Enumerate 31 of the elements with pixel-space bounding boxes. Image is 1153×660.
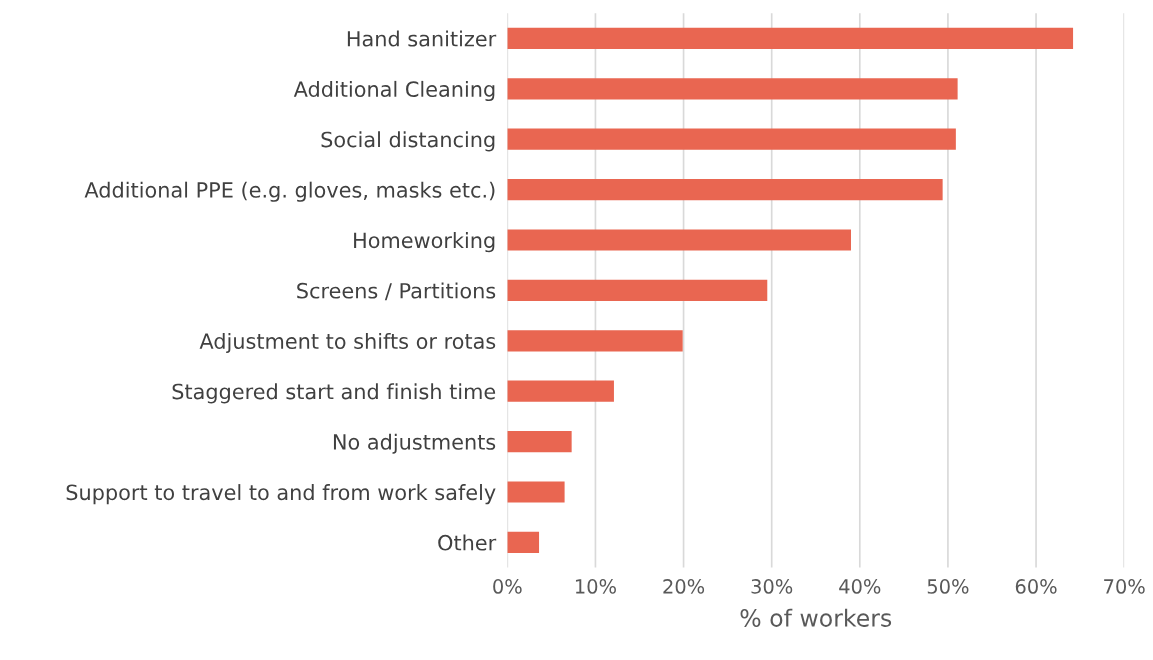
y-tick-label: Adjustment to shifts or rotas <box>199 332 496 354</box>
x-tick-label: 0% <box>493 579 522 594</box>
bar <box>507 279 768 301</box>
x-tick-label: 70% <box>1104 579 1145 594</box>
x-tick-label: 20% <box>663 579 705 594</box>
y-tick-label: Social distancing <box>321 131 495 152</box>
y-tick-label: Additional PPE (e.g. gloves, masks etc.) <box>84 181 495 202</box>
bar <box>507 128 956 150</box>
y-tick-label: Hand sanitizer <box>347 30 497 47</box>
x-tick-label: 60% <box>1015 579 1057 594</box>
y-tick-label: Other <box>438 534 497 551</box>
bar <box>507 481 565 503</box>
bar <box>507 27 1074 49</box>
y-tick-label: Additional Cleaning <box>293 80 495 102</box>
bar <box>507 531 540 553</box>
y-tick-label: Staggered start and finish time <box>172 383 496 404</box>
x-tick-label: 30% <box>751 579 793 594</box>
bar <box>507 380 614 402</box>
bar <box>507 229 851 251</box>
bar <box>507 78 958 100</box>
bar <box>507 431 572 453</box>
x-tick-label: 10% <box>575 579 616 594</box>
bar <box>507 330 683 352</box>
y-tick-label: Homeworking <box>354 232 495 253</box>
y-tick-label: Support to travel to and from work safely <box>66 484 496 505</box>
bar <box>507 179 943 201</box>
x-tick-label: 50% <box>927 579 969 594</box>
x-axis-title: % of workers <box>740 608 892 627</box>
y-tick-label: Screens / Partitions <box>297 282 496 301</box>
y-tick-label: No adjustments <box>333 433 496 454</box>
x-tick-label: 40% <box>839 579 881 594</box>
